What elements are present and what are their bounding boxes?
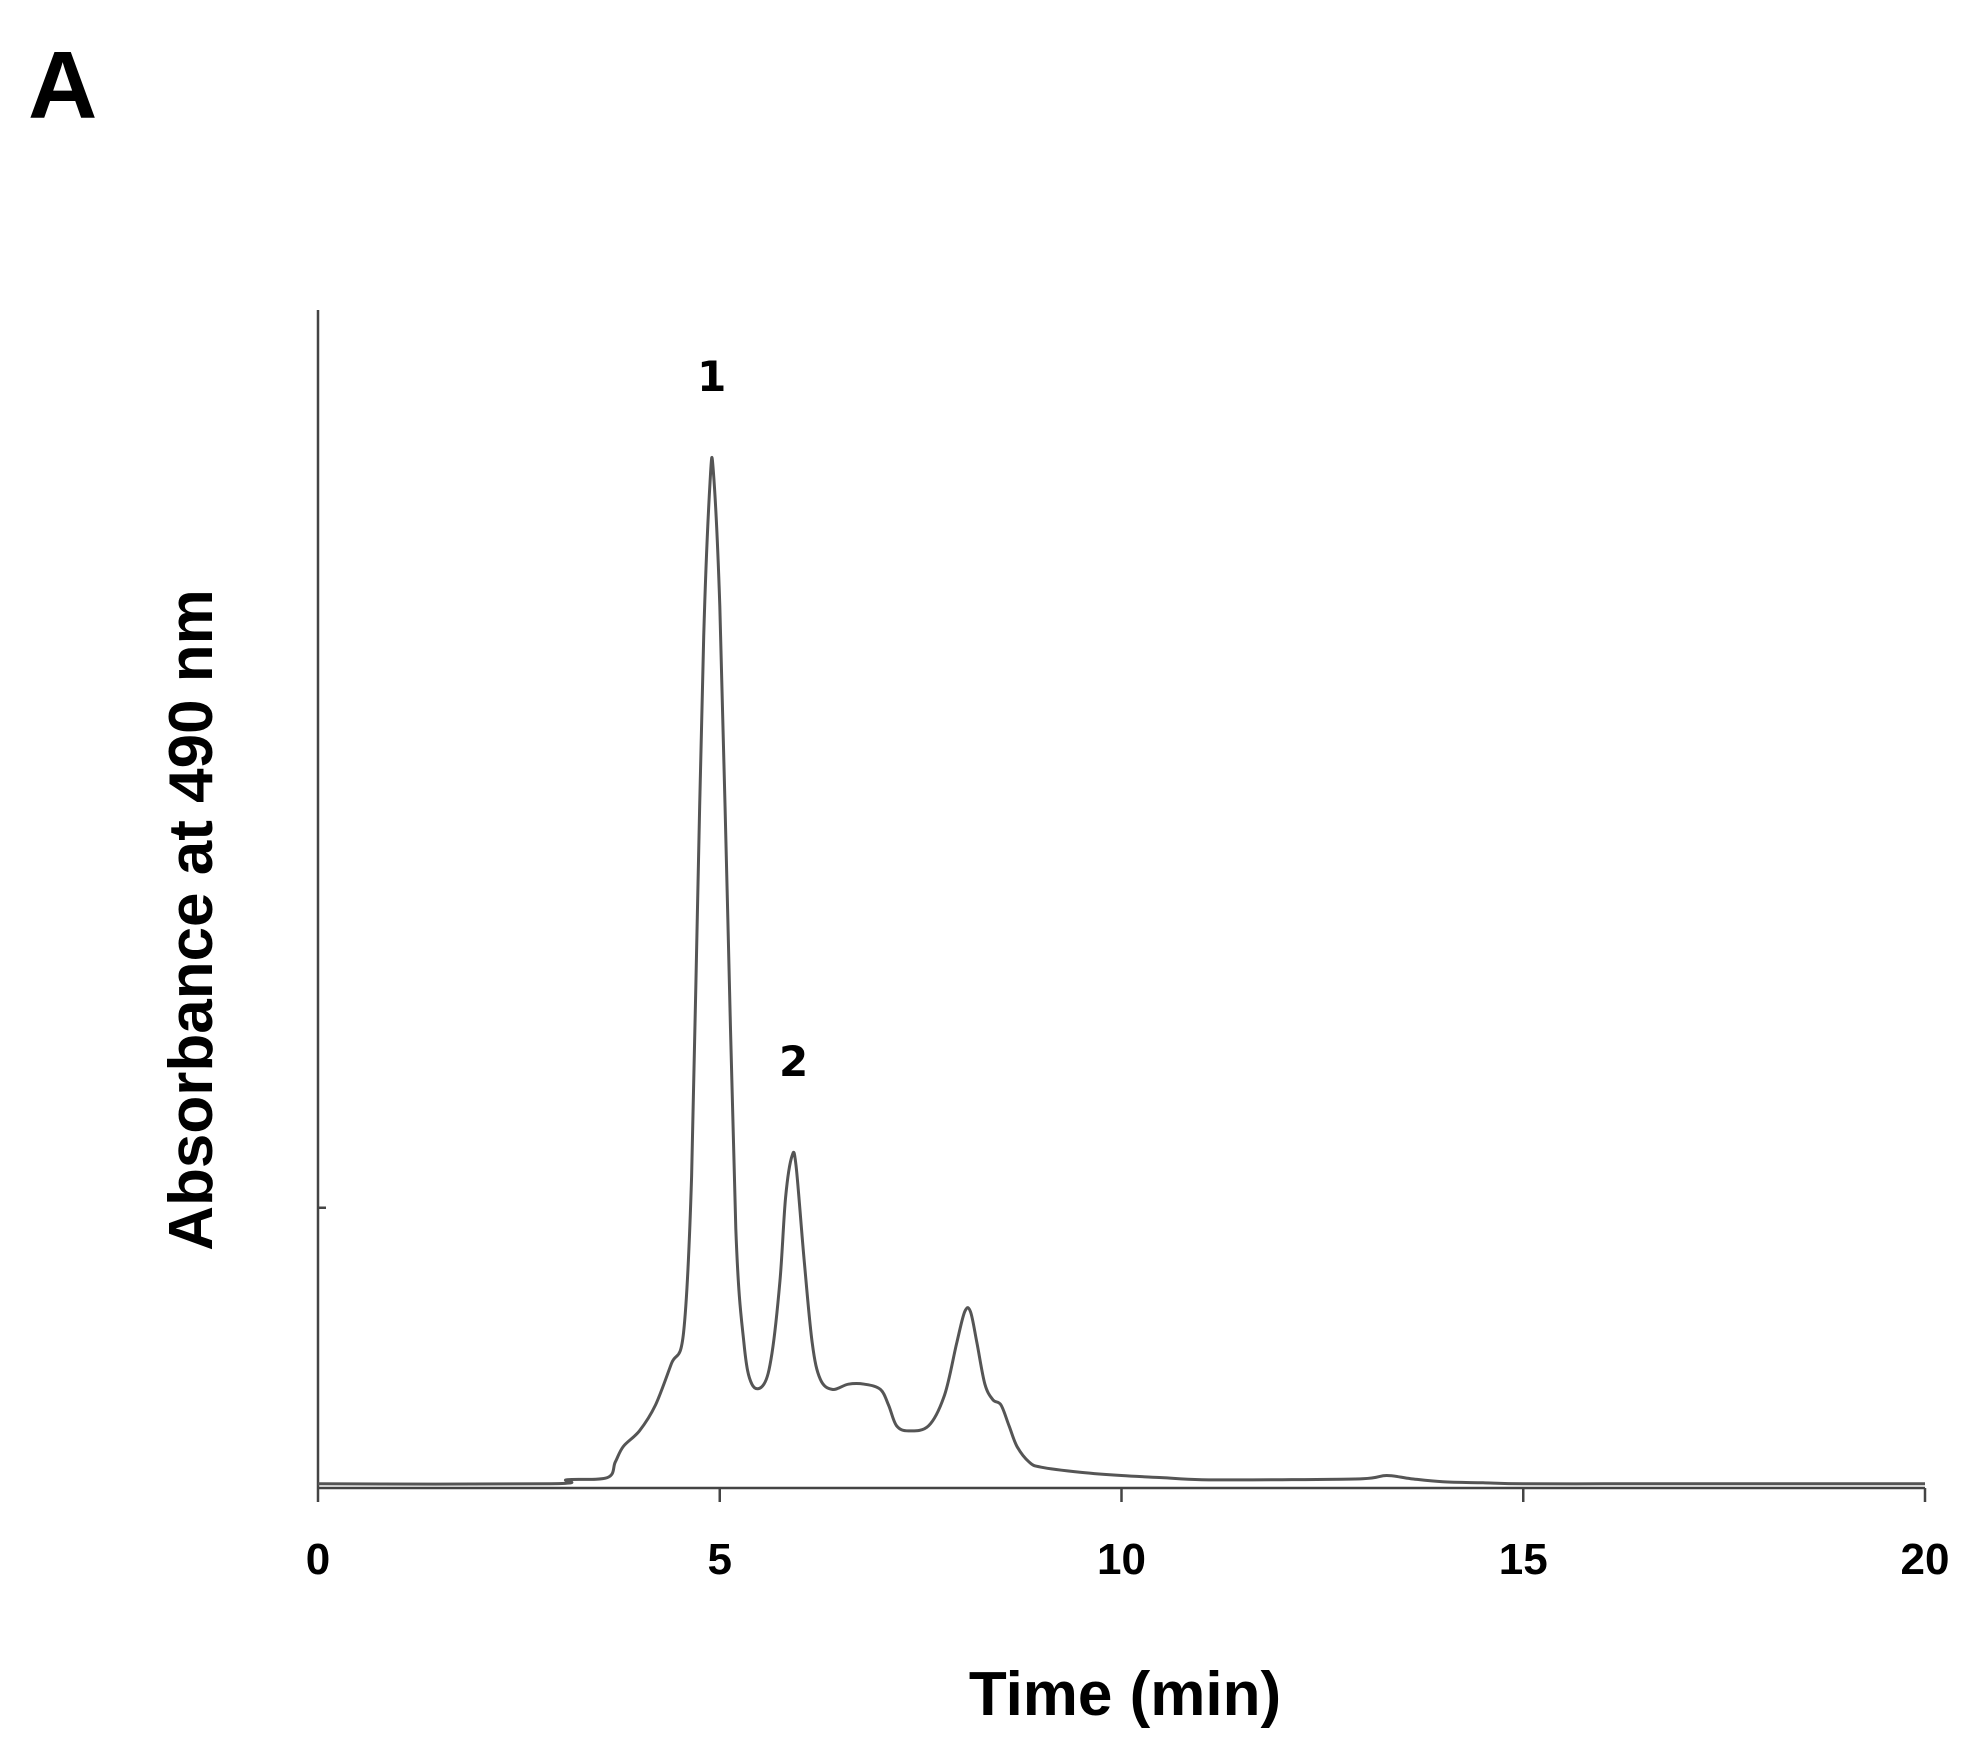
x-tick-label: 0 xyxy=(306,1535,330,1584)
peak-label-2: 2 xyxy=(779,1037,808,1086)
peak-label-1: 1 xyxy=(697,352,726,401)
x-tick-label: 15 xyxy=(1499,1535,1548,1584)
x-axis-title: Time (min) xyxy=(969,1660,1281,1729)
x-tick-label: 5 xyxy=(708,1535,732,1584)
chromatogram-trace xyxy=(317,456,1925,1486)
annotation-layer: 12 xyxy=(697,352,808,1086)
x-tick-label: 20 xyxy=(1901,1535,1950,1584)
y-axis-title: Absorbance at 490 nm xyxy=(157,589,226,1251)
panel-label: A xyxy=(28,32,97,139)
trace-layer xyxy=(317,456,1925,1486)
x-tick-label: 10 xyxy=(1097,1535,1146,1584)
axes: 0 5 10 15 20 xyxy=(306,310,1950,1584)
